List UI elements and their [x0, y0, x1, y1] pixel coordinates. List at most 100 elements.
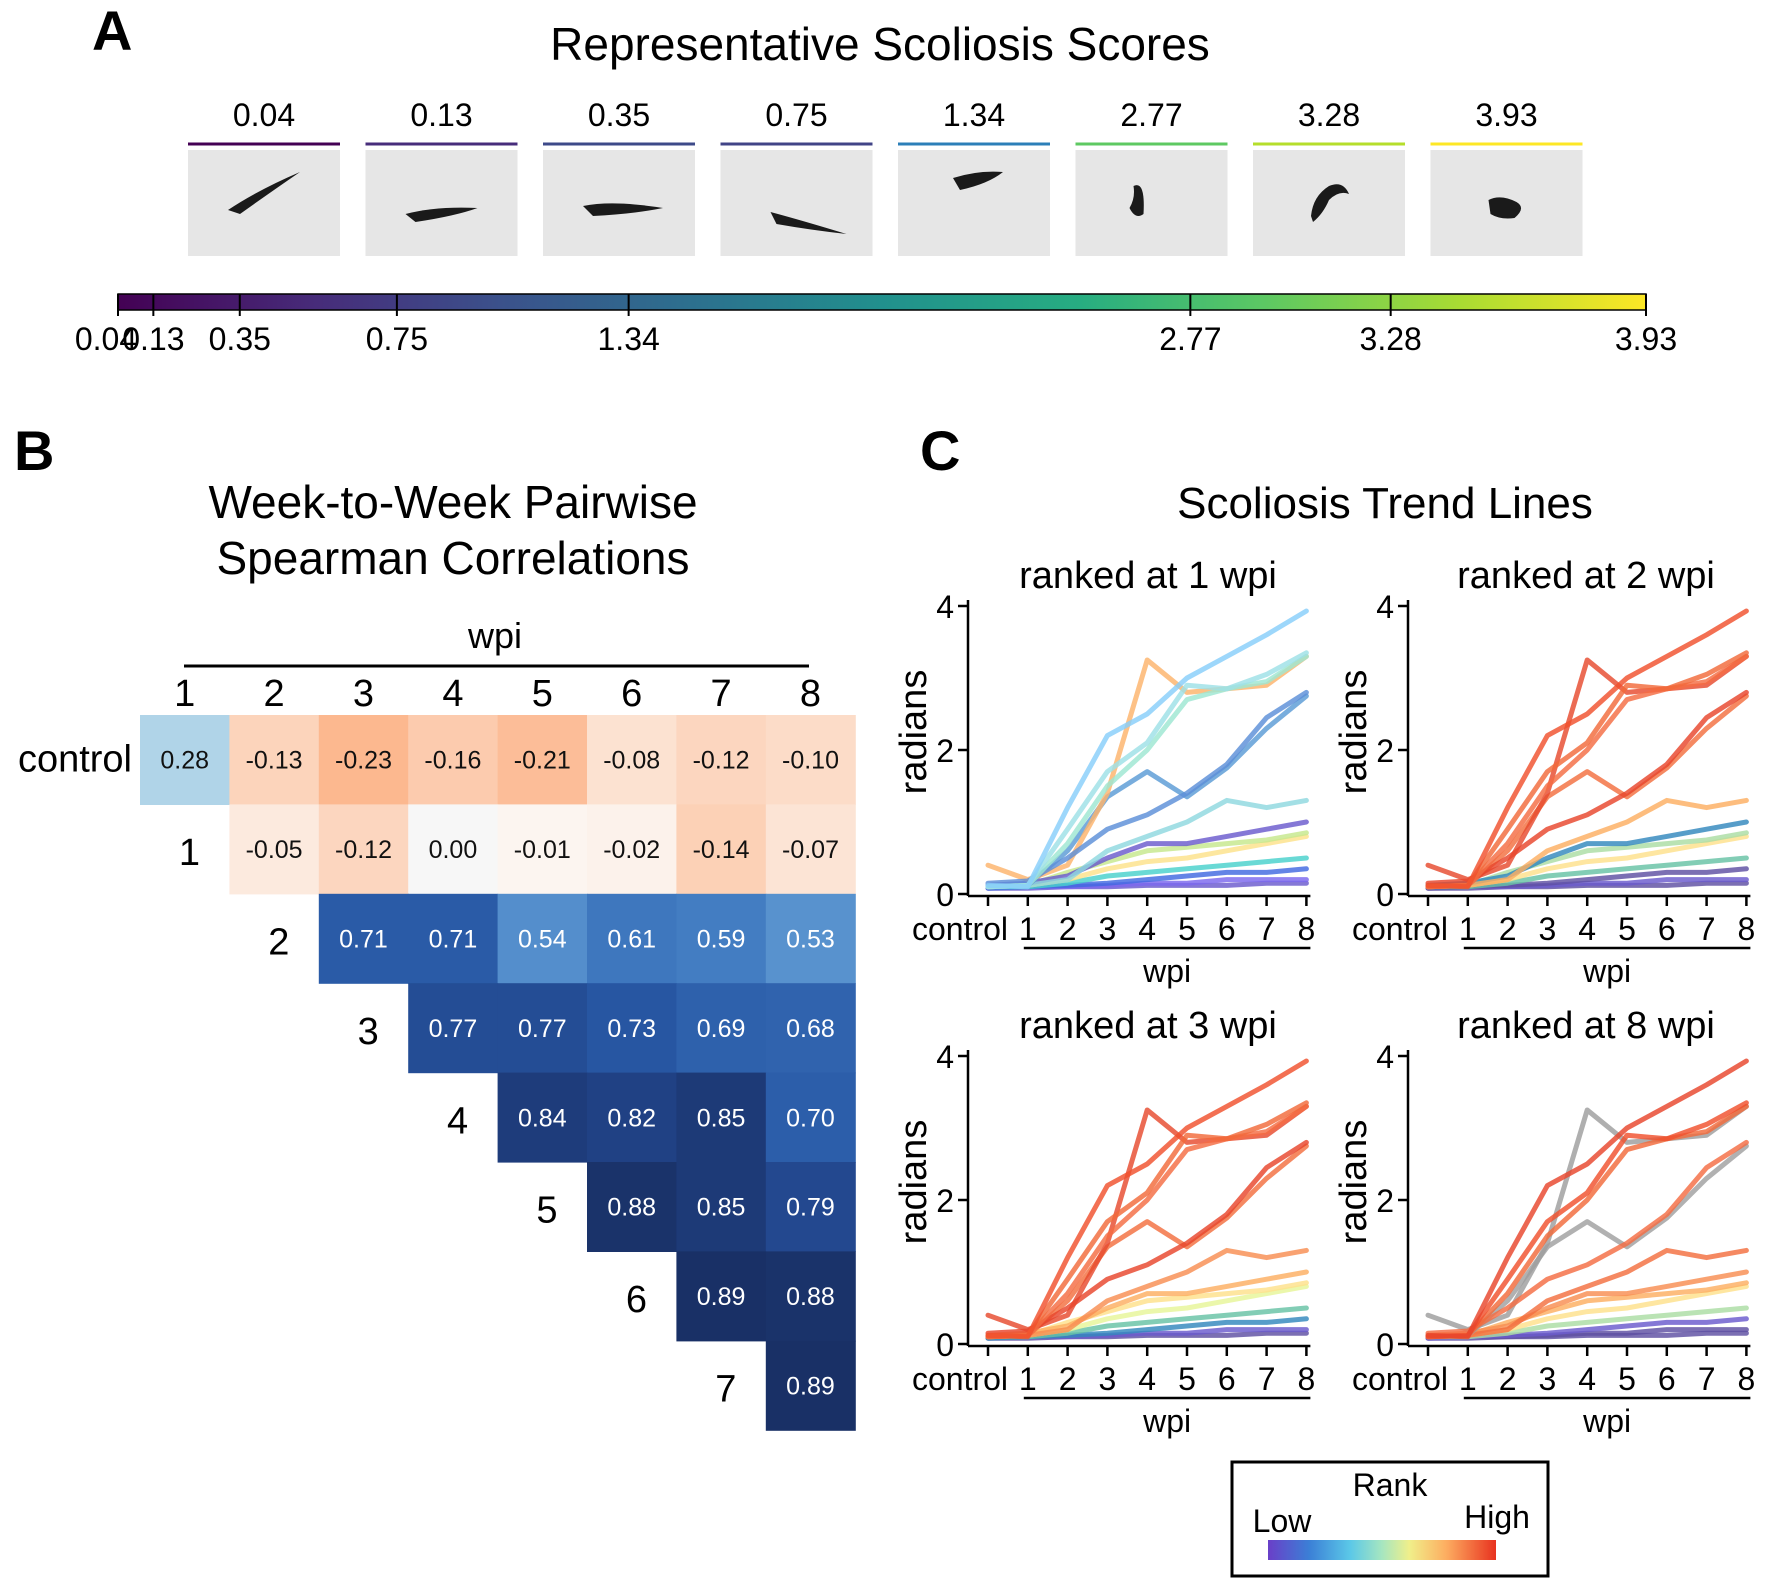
heatmap-cell	[587, 1162, 677, 1252]
heatmap-cell-label: 0.00	[429, 836, 478, 864]
colorbar-tick-label: 2.77	[1159, 321, 1221, 357]
series-line	[985, 797, 1309, 890]
panel-c-title: Scoliosis Trend Lines	[1177, 479, 1593, 528]
fish-example: 0.35	[543, 97, 695, 256]
fish-score-label: 3.28	[1298, 97, 1360, 133]
heatmap-cell-label: -0.07	[782, 836, 839, 864]
x-tick-label: 1	[1019, 911, 1037, 947]
x-axis-label: wpi	[1582, 953, 1631, 989]
x-tick-label: control	[1352, 911, 1448, 947]
fish-score-label: 1.34	[943, 97, 1005, 133]
heatmap-cell-label: -0.12	[335, 836, 392, 864]
fish-photo	[898, 150, 1050, 256]
fish-photo	[1253, 150, 1405, 256]
colorbar-tick-label: 0.13	[122, 321, 184, 357]
x-tick-label: 6	[1218, 911, 1236, 947]
heatmap-cell	[587, 893, 677, 984]
x-tick-label: 6	[1218, 1361, 1236, 1397]
x-tick-label: 1	[1019, 1361, 1037, 1397]
heatmap-cell-label: 0.89	[786, 1373, 835, 1401]
series-line	[1425, 1100, 1749, 1340]
heatmap-cell	[408, 983, 499, 1074]
heatmap-cell	[318, 715, 409, 805]
heatmap-cell-label: 0.54	[518, 926, 567, 954]
colorbar	[117, 293, 1647, 311]
fish-photo	[543, 150, 695, 256]
x-axis-label: wpi	[1142, 1403, 1191, 1439]
heatmap-row-label: 4	[447, 1100, 468, 1142]
heatmap-cell	[587, 1072, 677, 1163]
y-tick-label: 2	[1376, 1183, 1394, 1219]
heatmap-cell	[765, 1162, 856, 1252]
y-axis-label: radians	[893, 670, 935, 795]
heatmap: 1 2 3 4 5 6 7 8 control 0.28 -0.13 -0.23 -0.16 -0.21 -…	[18, 673, 856, 1431]
fish-photo	[365, 150, 518, 256]
series-line	[1425, 1269, 1749, 1338]
rank-legend-gradient	[1268, 1540, 1496, 1560]
x-tick-label: control	[912, 1361, 1008, 1397]
heatmap-row-label: 1	[179, 832, 200, 874]
heatmap-axis-label: wpi	[467, 615, 522, 656]
y-tick-label: 0	[1376, 877, 1394, 913]
heatmap-row-label: control	[18, 739, 132, 781]
y-axis-label: radians	[893, 1120, 935, 1245]
x-tick-label: 6	[1658, 1361, 1676, 1397]
heatmap-cell-label: 0.71	[339, 926, 388, 954]
heatmap-column-label: 2	[264, 673, 285, 715]
x-tick-label: 7	[1698, 1361, 1716, 1397]
heatmap-cell	[676, 1251, 767, 1342]
heatmap-cell	[229, 804, 320, 895]
fish-photo	[720, 150, 873, 256]
heatmap-column-label: 6	[621, 673, 642, 715]
y-tick-label: 0	[1376, 1327, 1394, 1363]
series-line	[985, 819, 1309, 888]
fish-example: 1.34	[898, 97, 1050, 256]
fish-example: 3.28	[1253, 97, 1405, 256]
heatmap-cell-label: 0.70	[786, 1104, 835, 1132]
x-tick-label: 4	[1138, 911, 1156, 947]
series-line	[1425, 797, 1749, 890]
heatmap-cell	[765, 983, 856, 1074]
heatmap-column-label: 4	[442, 673, 463, 715]
x-tick-label: 4	[1578, 911, 1596, 947]
x-tick-label: 2	[1059, 911, 1077, 947]
heatmap-cell	[408, 893, 499, 984]
heatmap-cell-label: 0.73	[607, 1015, 656, 1043]
heatmap-cell	[497, 893, 588, 984]
heatmap-cell	[497, 1072, 588, 1163]
fish-score-label: 0.04	[233, 97, 295, 133]
y-tick-label: 4	[1376, 1039, 1394, 1075]
rank-legend-low: Low	[1253, 1503, 1313, 1539]
heatmap-cell-label: 0.79	[786, 1194, 835, 1222]
series-line	[985, 1058, 1309, 1340]
fish-score-label: 3.93	[1475, 97, 1537, 133]
heatmap-cell-label: 0.69	[697, 1015, 746, 1043]
heatmap-cell	[765, 1251, 856, 1342]
heatmap-cell	[765, 1340, 856, 1431]
x-tick-label: 8	[1298, 1361, 1316, 1397]
heatmap-column-label: 7	[711, 673, 732, 715]
heatmap-cell-label: 0.85	[697, 1194, 746, 1222]
heatmap-cell-label: 0.85	[697, 1104, 746, 1132]
heatmap-row-label: 5	[536, 1190, 557, 1232]
heatmap-cell	[587, 983, 677, 1074]
panel-c-letter: C	[920, 419, 960, 482]
heatmap-cell-label: 0.59	[697, 926, 746, 954]
x-tick-label: 3	[1539, 1361, 1557, 1397]
heatmap-cell-label: 0.77	[518, 1015, 567, 1043]
y-tick-label: 4	[936, 589, 954, 625]
x-tick-label: 2	[1499, 1361, 1517, 1397]
y-axis-label: radians	[1333, 670, 1375, 795]
heatmap-cell-label: 0.68	[786, 1015, 835, 1043]
heatmap-row-label: 2	[268, 922, 289, 964]
series-line	[1425, 1058, 1749, 1340]
colorbar-tick-label: 0.04	[75, 321, 137, 357]
heatmap-cell-label: -0.12	[693, 747, 750, 775]
series-line	[1425, 1247, 1749, 1340]
heatmap-cell	[497, 715, 588, 805]
heatmap-cell-label: -0.21	[514, 747, 571, 775]
